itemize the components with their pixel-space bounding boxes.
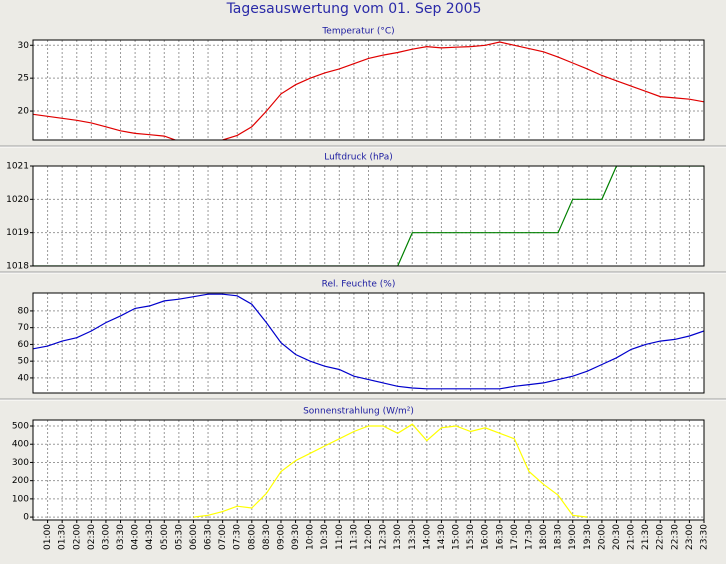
y-tick-label: 60	[18, 340, 30, 350]
x-tick-label: 04:30	[145, 524, 155, 550]
x-tick-label: 12:30	[379, 524, 389, 550]
x-tick-label: 14:00	[422, 524, 432, 550]
panel-title: Rel. Feuchte (%)	[322, 280, 396, 290]
x-tick-label: 22:30	[670, 524, 680, 550]
x-tick-label: 10:00	[306, 524, 316, 550]
x-tick-label: 05:00	[160, 524, 170, 550]
x-tick-label: 01:30	[58, 524, 68, 550]
x-tick-label: 08:00	[247, 524, 257, 550]
x-tick-label: 23:00	[685, 524, 695, 550]
x-tick-label: 17:30	[525, 524, 535, 550]
data-line	[193, 423, 588, 518]
y-tick-label: 80	[18, 306, 30, 316]
x-tick-label: 22:00	[656, 524, 666, 550]
x-tick-label: 21:30	[641, 524, 651, 550]
x-tick-label: 14:30	[437, 524, 447, 550]
x-tick-label: 06:00	[189, 524, 199, 550]
x-tick-label: 23:30	[700, 524, 710, 550]
y-tick-label: 20	[18, 107, 30, 117]
x-tick-label: 07:00	[218, 524, 228, 550]
x-tick-label: 20:00	[597, 524, 607, 550]
x-tick-label: 06:30	[204, 524, 214, 550]
x-tick-label: 13:30	[408, 524, 418, 550]
plot-frame	[32, 292, 705, 394]
x-tick-label: 08:30	[262, 524, 272, 550]
y-tick-label: 40	[18, 373, 30, 383]
panel-title: Sonnenstrahlung (W/m²)	[303, 407, 414, 417]
x-tick-label: 20:30	[612, 524, 622, 550]
panel-title: Luftdruck (hPa)	[324, 153, 393, 163]
x-tick-label: 03:00	[101, 524, 111, 550]
y-tick-label: 25	[18, 74, 29, 84]
x-tick-label: 03:30	[116, 524, 126, 550]
x-tick-label: 10:30	[320, 524, 330, 550]
data-line	[33, 166, 704, 266]
y-tick-label: 1018	[6, 262, 29, 272]
x-tick-label: 13:00	[393, 524, 403, 550]
y-tick-label: 300	[12, 458, 29, 468]
y-tick-label: 70	[18, 323, 30, 333]
x-tick-label: 19:30	[583, 524, 593, 550]
x-tick-label: 02:00	[72, 524, 82, 550]
x-tick-label: 18:00	[539, 524, 549, 550]
y-tick-label: 1020	[6, 195, 29, 205]
y-tick-label: 400	[12, 440, 29, 450]
x-tick-label: 15:30	[466, 524, 476, 550]
x-tick-label: 18:30	[554, 524, 564, 550]
x-tick-label: 09:30	[291, 524, 301, 550]
y-tick-label: 500	[12, 422, 29, 432]
x-tick-label: 09:00	[277, 524, 287, 550]
x-tick-label: 19:00	[568, 524, 578, 550]
x-tick-label: 04:00	[131, 524, 141, 550]
x-tick-label: 05:30	[174, 524, 184, 550]
x-tick-label: 12:00	[364, 524, 374, 550]
y-tick-label: 200	[12, 476, 29, 486]
y-tick-label: 100	[12, 494, 29, 504]
y-tick-label: 0	[23, 513, 29, 523]
x-tick-label: 07:30	[233, 524, 243, 550]
x-tick-label: 11:30	[349, 524, 359, 550]
x-tick-label: 01:00	[43, 524, 53, 550]
y-tick-label: 50	[18, 357, 30, 367]
data-line	[33, 41, 704, 140]
report-title: Tagesauswertung vom 01. Sep 2005	[226, 1, 482, 17]
x-tick-label: 16:30	[495, 524, 505, 550]
x-tick-label: 21:00	[627, 524, 637, 550]
y-tick-label: 1019	[6, 228, 29, 238]
plot-frame	[32, 39, 705, 141]
x-tick-label: 11:00	[335, 524, 345, 550]
y-tick-label: 30	[18, 41, 30, 51]
y-tick-label: 1021	[6, 162, 29, 172]
plot-frame	[32, 165, 705, 267]
x-tick-label: 16:00	[481, 524, 491, 550]
data-line	[33, 293, 704, 390]
panel-title: Temperatur (°C)	[321, 27, 394, 37]
x-tick-label: 15:00	[452, 524, 462, 550]
x-tick-label: 17:00	[510, 524, 520, 550]
x-tick-label: 02:30	[87, 524, 97, 550]
